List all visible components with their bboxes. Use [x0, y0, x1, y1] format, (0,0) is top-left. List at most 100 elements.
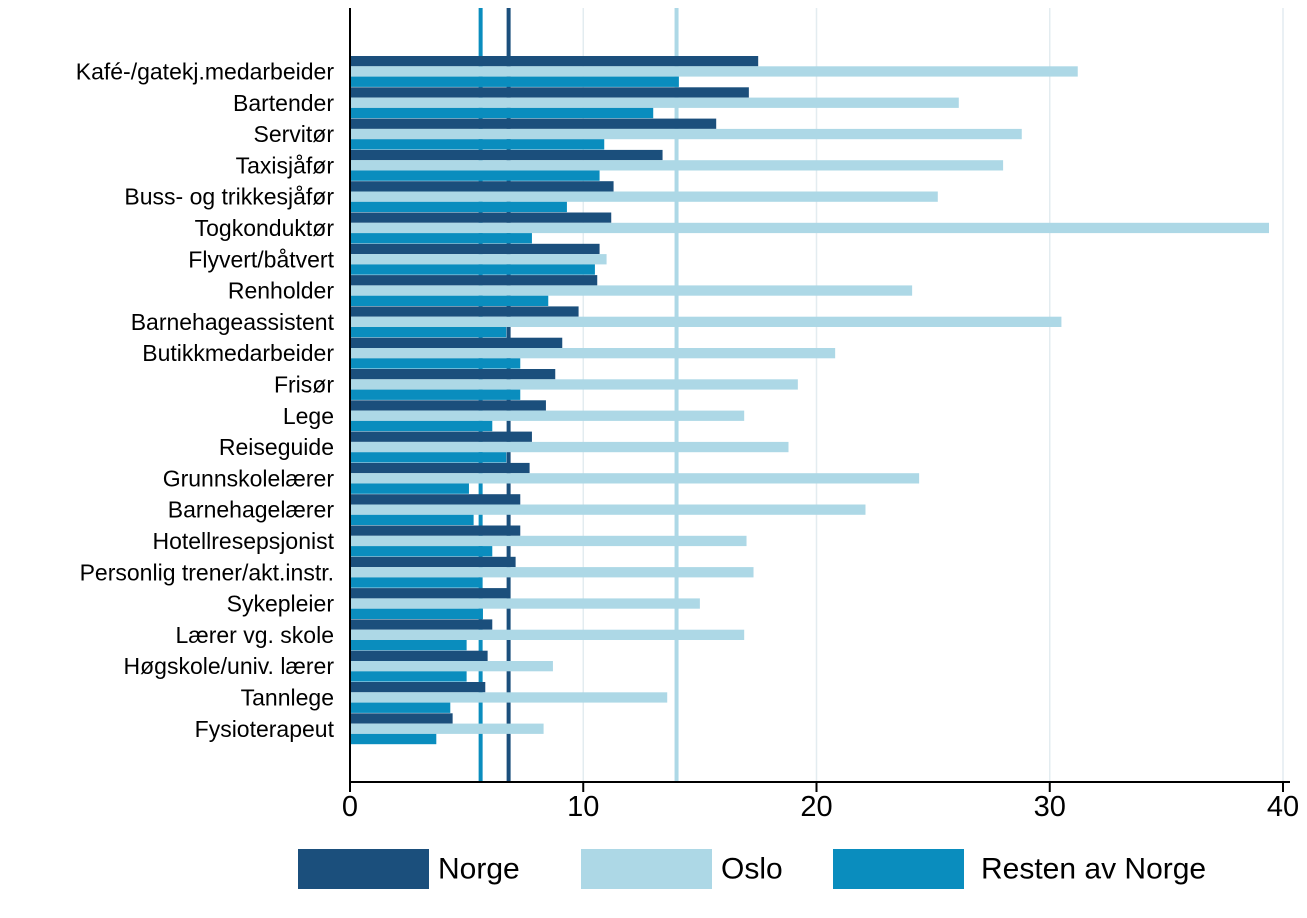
- bar-6-1: [350, 254, 607, 265]
- bar-18-0: [350, 619, 493, 630]
- bar-3-1: [350, 160, 1004, 171]
- bar-11-0: [350, 400, 546, 411]
- bar-2-1: [350, 128, 1022, 140]
- bar-21-1: [350, 723, 544, 734]
- bar-17-1: [350, 598, 700, 609]
- bar-15-2: [350, 546, 493, 557]
- bar-13-0: [350, 462, 530, 474]
- category-label-8: Barnehageassistent: [131, 309, 335, 335]
- category-label-2: Servitør: [254, 121, 335, 147]
- legend: Norge Oslo Resten av Norge: [298, 849, 1206, 889]
- bar-12-0: [350, 431, 532, 442]
- bar-21-0: [350, 713, 453, 724]
- bar-5-0: [350, 212, 612, 223]
- category-label-13: Grunnskolelærer: [163, 465, 335, 491]
- x-tick-label-10: 10: [567, 791, 599, 823]
- category-label-4: Buss- og trikkesjåfør: [124, 184, 334, 210]
- bar-5-1: [350, 222, 1270, 234]
- category-label-10: Frisør: [274, 371, 334, 397]
- bar-3-2: [350, 170, 600, 181]
- bar-9-1: [350, 348, 836, 359]
- category-label-12: Reiseguide: [219, 434, 334, 460]
- bar-19-2: [350, 671, 467, 682]
- bar-19-1: [350, 661, 553, 672]
- bar-15-1: [350, 535, 747, 547]
- x-tick-label-0: 0: [342, 791, 358, 823]
- bar-0-1: [350, 66, 1078, 77]
- bar-11-1: [350, 410, 745, 421]
- bar-10-1: [350, 379, 798, 390]
- category-label-20: Tannlege: [241, 684, 334, 710]
- bar-9-2: [350, 358, 521, 369]
- bar-6-0: [350, 243, 600, 255]
- bar-16-2: [350, 577, 481, 588]
- category-label-15: Hotellresepsjonist: [152, 528, 334, 554]
- legend-swatch-1: [581, 849, 712, 889]
- bar-17-0: [350, 588, 509, 599]
- bar-10-0: [350, 369, 556, 380]
- x-tick-label-30: 30: [1034, 791, 1066, 823]
- bar-17-2: [350, 608, 483, 619]
- x-tick-label-40: 40: [1267, 791, 1299, 823]
- category-label-14: Barnehagelærer: [168, 497, 335, 523]
- bar-7-1: [350, 285, 913, 296]
- category-label-6: Flyvert/båtvert: [188, 246, 334, 272]
- bar-16-0: [350, 556, 516, 568]
- category-label-18: Lærer vg. skole: [175, 622, 334, 648]
- bar-8-0: [350, 306, 579, 317]
- category-label-19: Høgskole/univ. lærer: [124, 653, 335, 679]
- bar-4-0: [350, 181, 614, 192]
- bar-12-2: [350, 452, 507, 463]
- legend-label-0: Norge: [438, 853, 520, 886]
- bar-7-2: [350, 295, 549, 306]
- bar-14-0: [350, 494, 521, 505]
- bar-11-2: [350, 420, 493, 432]
- bar-19-0: [350, 650, 488, 661]
- bar-16-1: [350, 567, 754, 578]
- bar-8-1: [350, 316, 1062, 327]
- bar-9-0: [350, 337, 563, 348]
- axes: [349, 8, 1290, 792]
- bar-1-2: [350, 107, 654, 119]
- category-label-21: Fysioterapeut: [195, 716, 335, 742]
- bar-4-1: [350, 191, 938, 202]
- bar-10-2: [350, 389, 521, 400]
- bar-4-2: [350, 201, 567, 213]
- legend-label-1: Oslo: [721, 853, 783, 886]
- bar-13-1: [350, 473, 920, 484]
- category-label-9: Butikkmedarbeider: [142, 340, 334, 366]
- x-tick-labels: 0 10 20 30 40: [342, 791, 1299, 823]
- bar-3-0: [350, 149, 663, 161]
- bar-0-0: [350, 56, 759, 67]
- bar-5-2: [350, 233, 532, 244]
- bar-12-1: [350, 441, 789, 453]
- bar-15-0: [350, 525, 521, 536]
- bar-14-2: [350, 514, 474, 526]
- bar-13-2: [350, 483, 469, 494]
- bar-0-2: [350, 76, 679, 87]
- bar-2-0: [350, 118, 717, 129]
- bar-18-1: [350, 629, 745, 640]
- bar-20-0: [350, 682, 486, 693]
- bar-8-2: [350, 327, 507, 338]
- bar-20-2: [350, 702, 451, 713]
- bars: [350, 56, 1270, 745]
- bar-1-1: [350, 97, 959, 108]
- x-tick-label-20: 20: [800, 791, 832, 823]
- category-label-3: Taxisjåfør: [236, 152, 335, 178]
- bar-6-2: [350, 264, 595, 275]
- category-label-1: Bartender: [233, 90, 334, 116]
- category-label-5: Togkonduktør: [195, 215, 335, 241]
- bar-18-2: [350, 640, 467, 651]
- legend-swatch-2: [833, 849, 964, 889]
- category-labels: Kafé-/gatekj.medarbeider Bartender Servitø…: [76, 58, 335, 741]
- category-label-0: Kafé-/gatekj.medarbeider: [76, 58, 335, 84]
- legend-swatch-0: [298, 849, 429, 889]
- legend-label-2: Resten av Norge: [981, 853, 1206, 886]
- bar-2-2: [350, 139, 605, 150]
- bar-14-1: [350, 504, 866, 515]
- bar-21-2: [350, 733, 437, 745]
- bar-7-0: [350, 275, 598, 286]
- bar-20-1: [350, 692, 668, 703]
